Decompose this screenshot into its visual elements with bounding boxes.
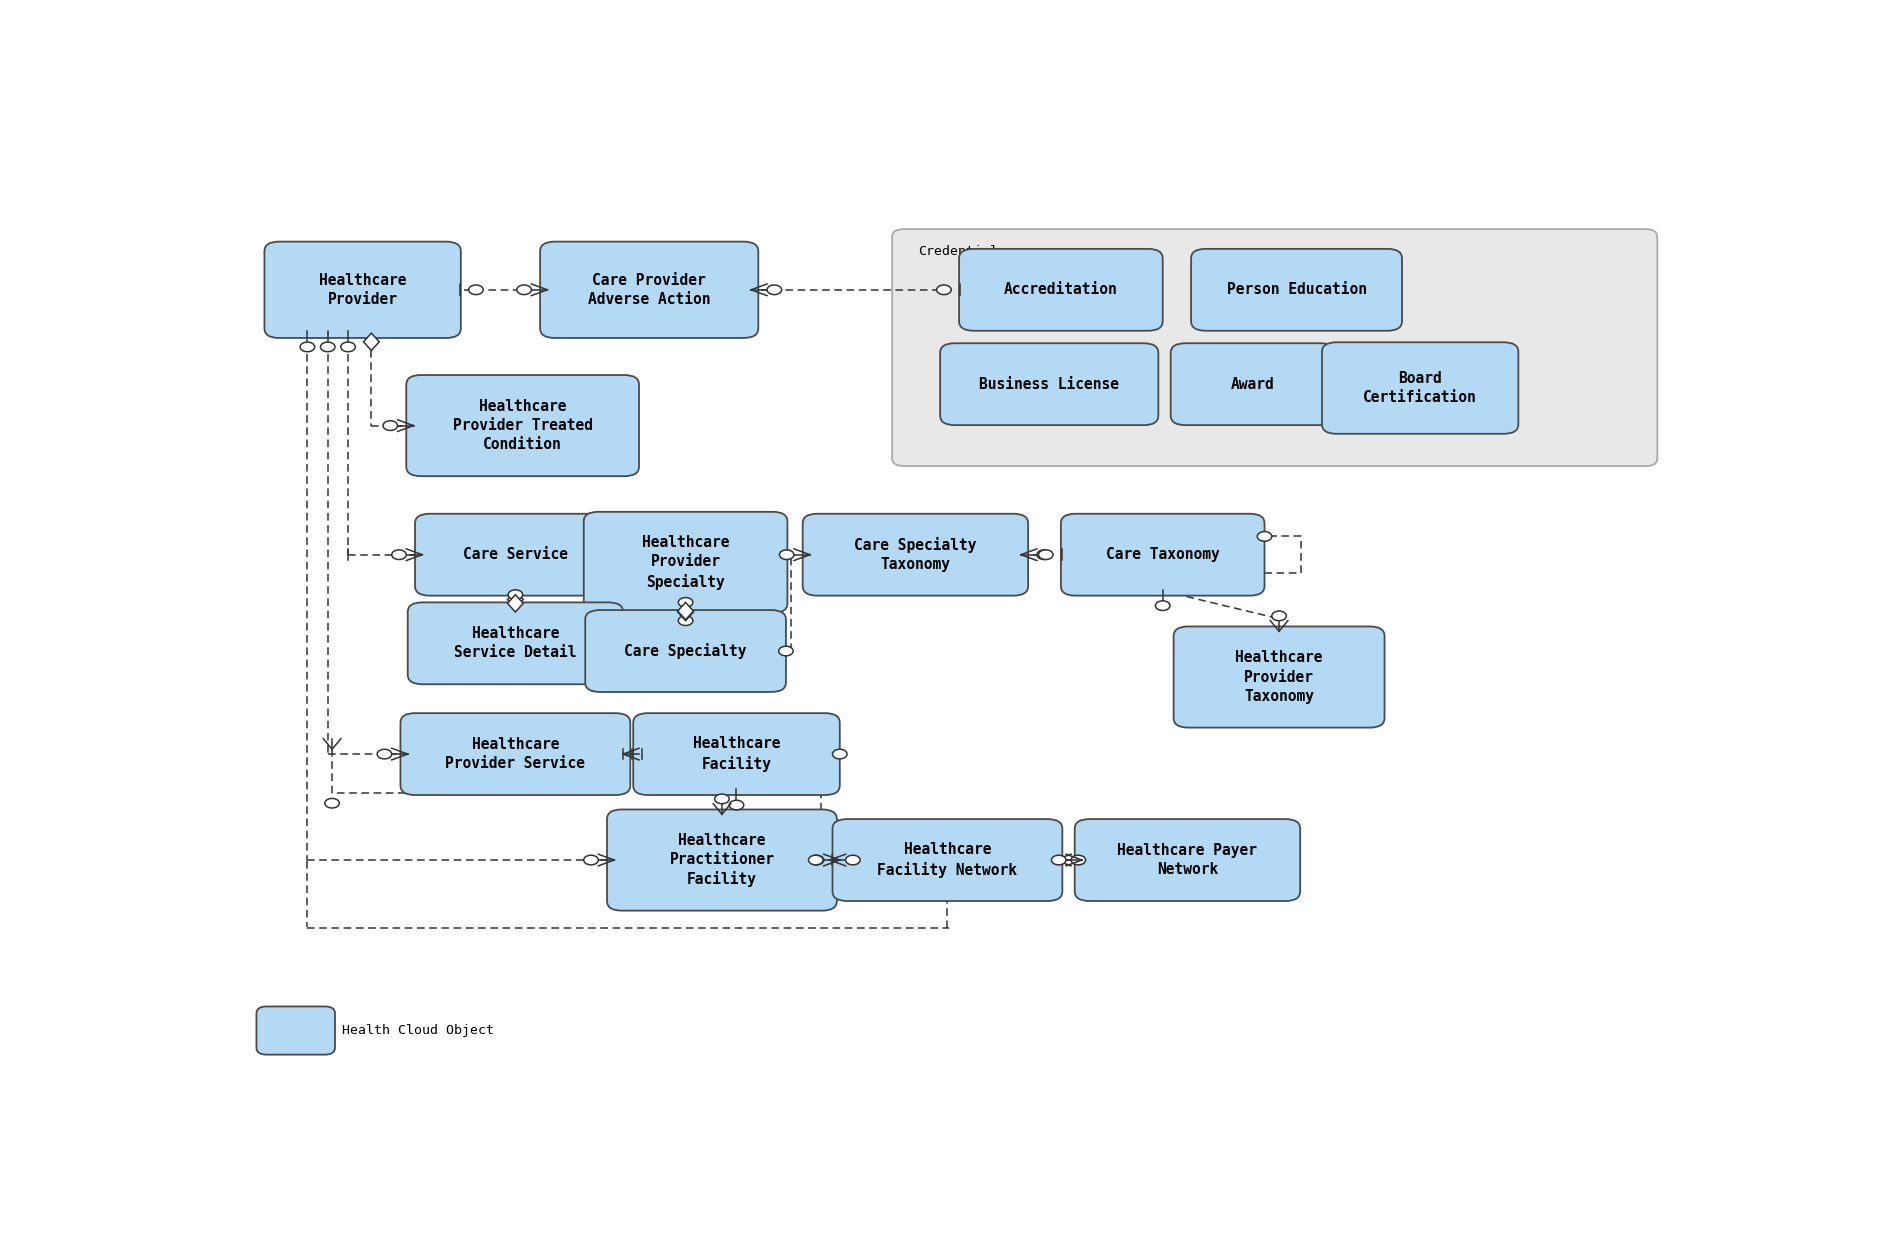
FancyBboxPatch shape [1321, 343, 1518, 434]
Circle shape [1273, 610, 1286, 620]
Text: Healthcare
Facility: Healthcare Facility [693, 737, 781, 772]
Circle shape [715, 794, 728, 803]
Circle shape [809, 856, 824, 864]
Text: Healthcare
Provider Service: Healthcare Provider Service [445, 737, 586, 771]
Text: Healthcare
Provider Treated
Condition: Healthcare Provider Treated Condition [452, 399, 593, 453]
FancyBboxPatch shape [1171, 343, 1335, 425]
FancyBboxPatch shape [1076, 819, 1301, 901]
Circle shape [1051, 856, 1066, 864]
FancyBboxPatch shape [584, 512, 786, 613]
Circle shape [779, 647, 794, 656]
Text: Person Education: Person Education [1226, 283, 1366, 298]
FancyBboxPatch shape [959, 249, 1162, 330]
FancyBboxPatch shape [606, 809, 837, 911]
FancyBboxPatch shape [407, 603, 623, 684]
FancyBboxPatch shape [892, 229, 1657, 467]
FancyBboxPatch shape [405, 375, 638, 477]
Text: Healthcare
Service Detail: Healthcare Service Detail [454, 627, 576, 661]
Circle shape [833, 749, 847, 759]
Text: Board
Certification: Board Certification [1363, 372, 1477, 405]
Circle shape [1258, 532, 1273, 542]
Text: Healthcare Payer
Network: Healthcare Payer Network [1117, 843, 1258, 877]
Polygon shape [678, 603, 693, 620]
Polygon shape [678, 603, 693, 619]
Circle shape [845, 856, 860, 864]
Circle shape [509, 590, 522, 599]
Circle shape [728, 801, 743, 809]
Circle shape [678, 598, 693, 607]
Text: Care Provider
Adverse Action: Care Provider Adverse Action [588, 273, 711, 306]
Circle shape [779, 550, 794, 559]
Text: Healthcare
Facility Network: Healthcare Facility Network [877, 842, 1017, 878]
Circle shape [809, 856, 822, 864]
Text: Care Service: Care Service [464, 547, 569, 562]
FancyBboxPatch shape [1061, 514, 1265, 595]
Circle shape [678, 615, 693, 626]
Circle shape [377, 749, 392, 759]
Text: Accreditation: Accreditation [1004, 283, 1119, 298]
Circle shape [392, 550, 405, 559]
Circle shape [768, 285, 781, 295]
Text: Healthcare
Provider
Taxonomy: Healthcare Provider Taxonomy [1235, 651, 1323, 704]
FancyBboxPatch shape [400, 713, 631, 796]
FancyBboxPatch shape [833, 819, 1062, 901]
Circle shape [1072, 856, 1085, 864]
Circle shape [1036, 550, 1051, 559]
Circle shape [321, 342, 334, 352]
FancyBboxPatch shape [1192, 249, 1402, 330]
Circle shape [1156, 600, 1169, 610]
FancyBboxPatch shape [415, 514, 616, 595]
Circle shape [342, 342, 355, 352]
Text: Business License: Business License [980, 377, 1119, 392]
Text: Healthcare
Practitioner
Facility: Healthcare Practitioner Facility [670, 833, 775, 887]
Text: Care Specialty: Care Specialty [625, 643, 747, 659]
Circle shape [937, 285, 952, 295]
Polygon shape [507, 594, 524, 612]
Circle shape [469, 285, 482, 295]
FancyBboxPatch shape [265, 241, 462, 338]
FancyBboxPatch shape [541, 241, 758, 338]
FancyBboxPatch shape [586, 610, 786, 692]
FancyBboxPatch shape [940, 343, 1158, 425]
Text: Health Cloud Object: Health Cloud Object [342, 1025, 494, 1037]
Polygon shape [364, 333, 379, 350]
FancyBboxPatch shape [1173, 627, 1385, 728]
Circle shape [584, 856, 599, 864]
Circle shape [325, 798, 340, 808]
Text: Care Taxonomy: Care Taxonomy [1106, 547, 1220, 562]
Text: Credentials: Credentials [918, 244, 1006, 258]
Circle shape [1038, 550, 1053, 559]
Text: Care Specialty
Taxonomy: Care Specialty Taxonomy [854, 537, 976, 572]
Text: Healthcare
Provider
Specialty: Healthcare Provider Specialty [642, 535, 730, 589]
Text: Award: Award [1231, 377, 1274, 392]
Circle shape [516, 285, 531, 295]
FancyBboxPatch shape [633, 713, 839, 796]
Circle shape [300, 342, 315, 352]
Circle shape [383, 420, 398, 430]
Text: Healthcare
Provider: Healthcare Provider [319, 273, 407, 306]
FancyBboxPatch shape [803, 514, 1029, 595]
FancyBboxPatch shape [257, 1007, 334, 1055]
Polygon shape [507, 590, 524, 608]
